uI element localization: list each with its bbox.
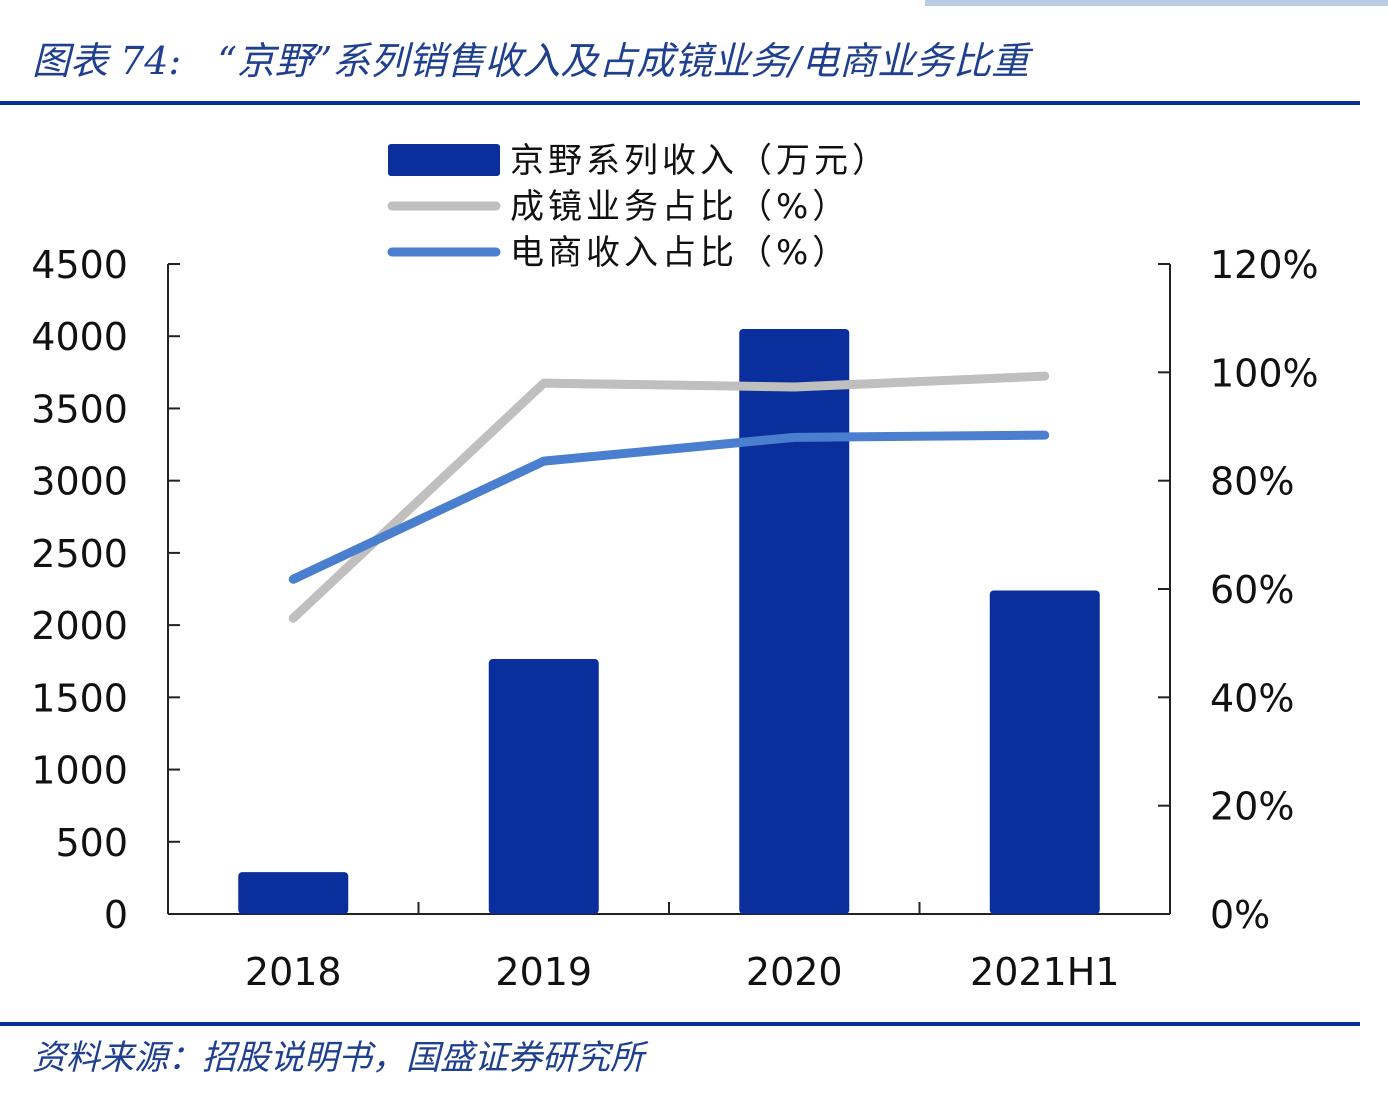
legend-swatch-0 (388, 144, 500, 176)
left-tick-label: 3000 (31, 460, 128, 504)
footer-rule (0, 1022, 1360, 1026)
chart-title: 图表 74: “京野”系列销售收入及占成镜业务/电商业务比重 (32, 39, 1030, 83)
left-tick-label: 1500 (31, 676, 128, 720)
bar-2018 (238, 872, 349, 914)
left-tick-label: 3500 (31, 387, 128, 431)
line-series-1 (288, 371, 1050, 623)
right-tick-label: 0% (1210, 893, 1270, 937)
right-tick-label: 40% (1210, 676, 1294, 720)
bar-2020 (739, 329, 850, 914)
x-tick-label: 2019 (495, 950, 592, 994)
title-rule (0, 101, 1360, 105)
right-tick-label: 80% (1210, 460, 1294, 504)
line-series-2 (288, 430, 1050, 584)
left-tick-label: 2500 (31, 532, 128, 576)
bar-2021H1 (989, 590, 1100, 914)
bar-2019 (488, 659, 599, 914)
left-tick-label: 500 (55, 821, 128, 865)
legend-label-0: 京野系列收入（万元） (510, 141, 890, 181)
right-tick-label: 100% (1210, 351, 1319, 395)
x-tick-label: 2020 (746, 950, 843, 994)
top-decoration-strip (925, 0, 1388, 6)
right-tick-label: 60% (1210, 568, 1294, 612)
right-tick-label: 20% (1210, 785, 1294, 829)
legend-label-1: 成镜业务占比（%） (510, 187, 850, 227)
left-tick-label: 2000 (31, 604, 128, 648)
left-tick-label: 0 (104, 893, 128, 937)
source-note: 资料来源：招股说明书，国盛证券研究所 (32, 1038, 644, 1078)
left-tick-label: 1000 (31, 749, 128, 793)
left-tick-label: 4500 (31, 243, 128, 287)
x-tick-label: 2018 (245, 950, 342, 994)
left-tick-label: 4000 (31, 315, 128, 359)
legend-label-2: 电商收入占比（%） (510, 233, 850, 273)
right-tick-label: 120% (1210, 243, 1319, 287)
x-tick-label: 2021H1 (970, 950, 1119, 994)
